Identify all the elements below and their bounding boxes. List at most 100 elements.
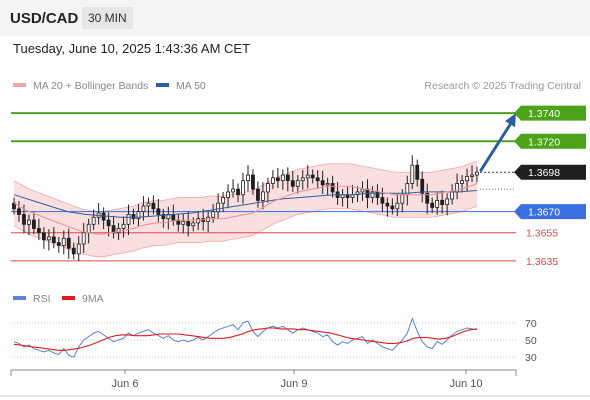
bollinger-upper [13, 160, 478, 213]
candle-body [385, 202, 390, 207]
candle [66, 228, 71, 259]
candle [280, 169, 285, 190]
candle [246, 165, 250, 192]
candle [216, 193, 221, 219]
forecast-arrow-shaft [479, 121, 513, 172]
level-tag-text: 1.3698 [528, 167, 560, 179]
candle [285, 167, 290, 192]
candle-body [360, 188, 365, 193]
candle [310, 169, 315, 184]
candle-body [56, 242, 61, 246]
candle-body [280, 174, 285, 182]
candle [121, 216, 126, 238]
candle [430, 197, 435, 214]
legend-ma50-label: MA 50 [176, 80, 206, 92]
candle-body [430, 202, 435, 208]
candle [41, 227, 46, 249]
candle-body [76, 243, 81, 255]
level-tag-1.3740: 1.3740 [514, 105, 586, 121]
rsi-tick-50: 50 [525, 335, 537, 347]
ma50-swatch [156, 83, 169, 88]
symbol-title: USD/CAD [10, 10, 79, 27]
candle-body [161, 214, 166, 220]
candles [12, 155, 479, 262]
candle [81, 222, 86, 254]
candle [300, 170, 305, 190]
candle [181, 213, 186, 234]
ma50-line [13, 190, 478, 218]
candle-body [246, 174, 250, 182]
candle-body [330, 183, 335, 193]
candle [270, 170, 275, 190]
candle-body [141, 205, 146, 213]
candle-body [261, 191, 265, 201]
moving-averages [13, 183, 478, 235]
candle-body [151, 202, 156, 210]
candle [27, 214, 31, 235]
x-tick-label: Jun 6 [112, 378, 139, 390]
candle-body [300, 177, 305, 182]
x-tick-label: Jun 10 [449, 378, 482, 390]
candle-body [460, 180, 464, 184]
candle [32, 212, 36, 235]
9ma-swatch [62, 296, 75, 301]
candle [380, 187, 385, 213]
level-label-1.3655: 1.3655 [526, 228, 558, 240]
timestamp: Tuesday, June 10, 2025 1:43:36 AM CET [13, 41, 251, 56]
candle-body [435, 199, 440, 208]
chart-header: USD/CAD 30 MIN [0, 0, 590, 36]
candle-body [470, 174, 474, 177]
candle-body [315, 177, 320, 182]
candle [231, 179, 235, 198]
legend-ma50: MA 50 [156, 80, 206, 92]
level-tag-text: 1.3720 [528, 136, 560, 148]
candle-body [400, 194, 405, 204]
rsi-9ma-line [13, 327, 478, 351]
candle-body [86, 223, 91, 234]
candle-body [256, 188, 260, 201]
forecast-arrow [479, 113, 516, 172]
candle-body [231, 188, 235, 193]
ma20-swatch [13, 83, 26, 88]
candle [390, 198, 395, 215]
legend-ma20-label: MA 20 + Bollinger Bands [33, 80, 149, 92]
level-tag-box [514, 133, 586, 149]
candle-body [320, 180, 325, 186]
candle-body [61, 237, 66, 246]
candle-body [236, 188, 240, 196]
candle [51, 227, 56, 249]
candle-body [216, 202, 221, 213]
candle [211, 203, 216, 223]
interval-badge[interactable]: 30 MIN [82, 7, 133, 29]
candle-body [46, 236, 51, 241]
candle [420, 171, 425, 203]
candle-body [32, 219, 36, 229]
candle [36, 218, 41, 241]
candle-body [71, 247, 76, 255]
candle-body [17, 208, 21, 215]
candle [425, 183, 430, 214]
legend-rsi: RSI [13, 293, 51, 305]
x-axis: Jun 6 Jun 9 Jun 10 [0, 369, 590, 397]
legend-9ma: 9MA [62, 293, 104, 305]
candle [17, 201, 21, 222]
candle [146, 197, 151, 217]
candle [440, 190, 445, 214]
candle-body [251, 174, 255, 190]
candle [275, 168, 280, 188]
forecast-arrow-head [505, 113, 516, 128]
rsi-line [13, 317, 478, 358]
candle-body [415, 164, 420, 180]
candle [251, 169, 255, 195]
candle-body [270, 177, 275, 184]
candle [435, 192, 440, 215]
candle [71, 242, 76, 260]
credit-text: Research © 2025 Trading Central [424, 80, 581, 92]
candle-body [51, 236, 56, 243]
candle-body [146, 202, 151, 207]
candle-body [196, 218, 201, 224]
candle [56, 236, 61, 253]
candle-body [186, 221, 191, 227]
candle [61, 230, 66, 255]
